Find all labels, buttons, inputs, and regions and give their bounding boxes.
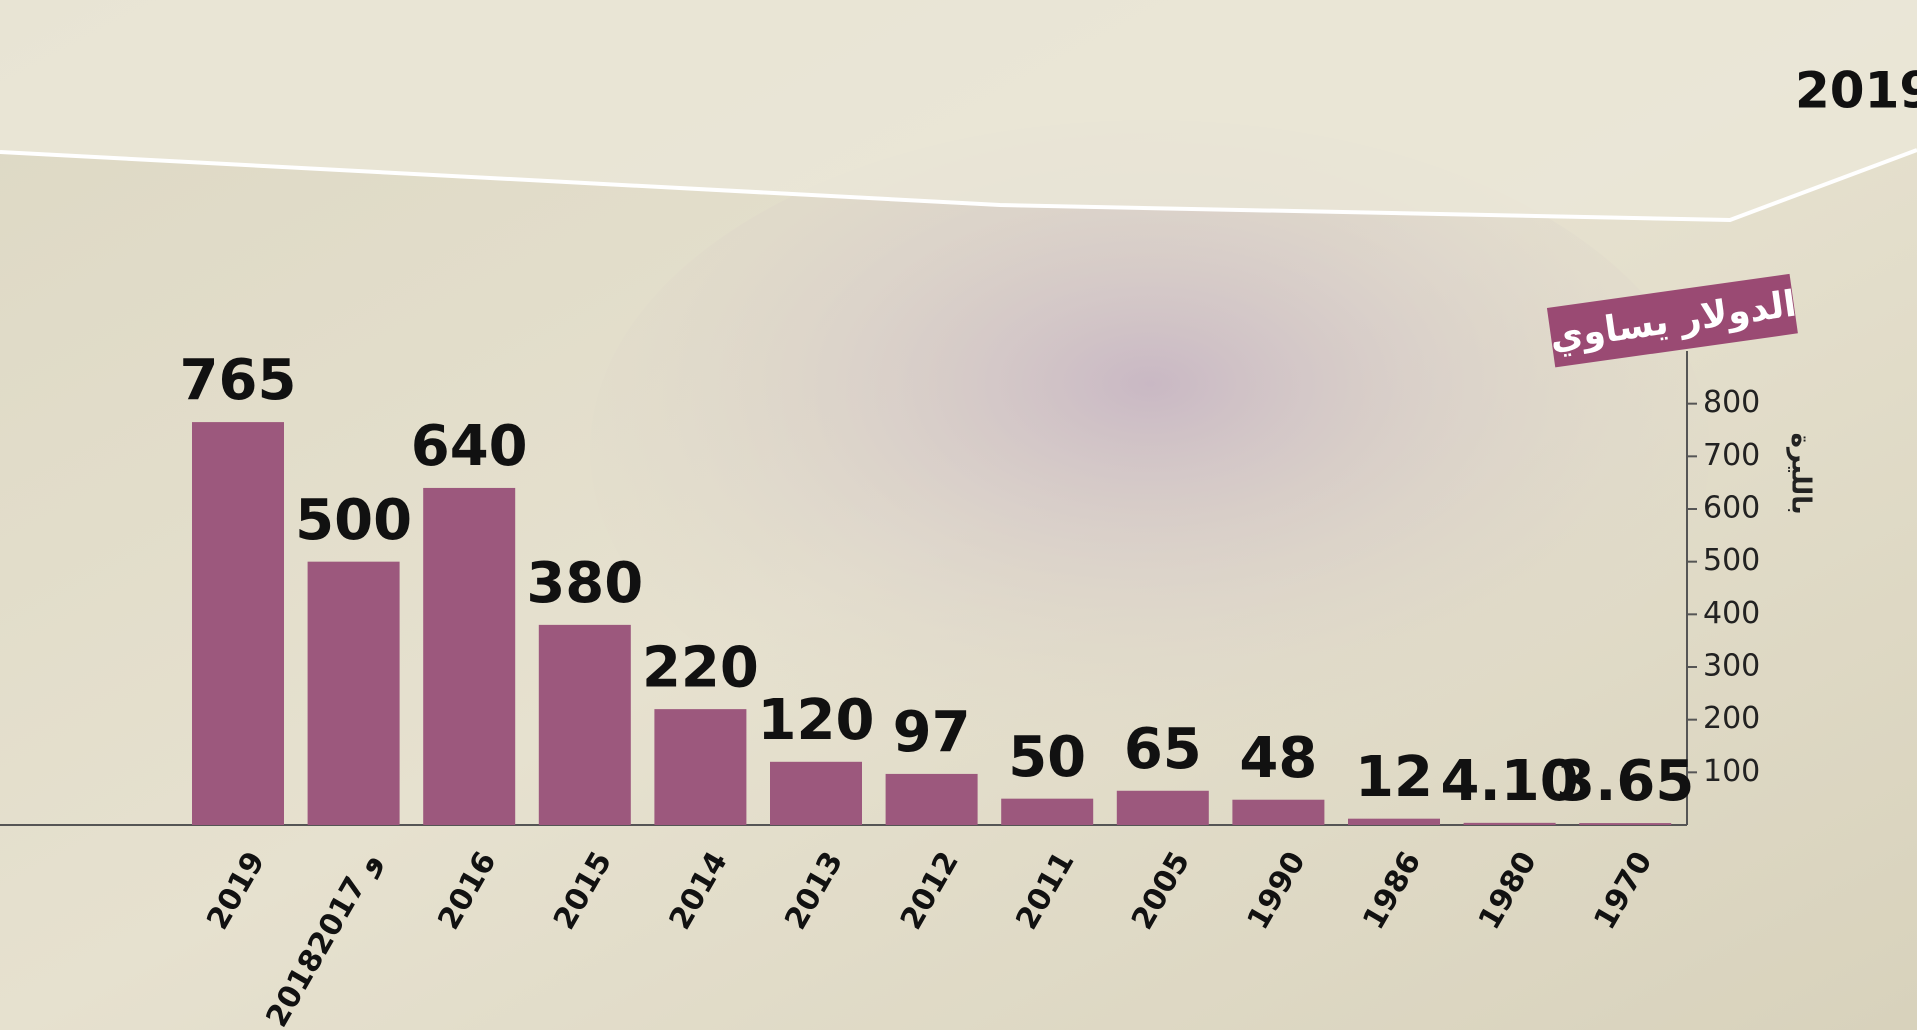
- bar: [192, 422, 284, 825]
- value-label: 97: [893, 700, 971, 765]
- value-label: 220: [642, 635, 759, 700]
- value-label: 12: [1355, 745, 1433, 810]
- value-label: 640: [411, 414, 528, 479]
- y-tick-label: 200: [1703, 701, 1760, 736]
- bar: [1463, 822, 1556, 825]
- value-label: 48: [1239, 726, 1317, 791]
- bar: [885, 773, 978, 825]
- value-label: 3.65: [1556, 749, 1694, 814]
- value-label: 120: [758, 688, 875, 753]
- title-banner: [0, 0, 1917, 220]
- value-label: 765: [180, 348, 297, 413]
- y-tick-label: 400: [1703, 596, 1760, 631]
- y-tick-label: 700: [1703, 438, 1760, 473]
- bar: [423, 487, 516, 825]
- value-label: 380: [526, 551, 643, 616]
- badge-box: [1546, 273, 1798, 368]
- bar: [1579, 823, 1672, 825]
- y-tick-label: 100: [1703, 754, 1760, 789]
- bar: [770, 761, 862, 825]
- value-label: 4.10: [1441, 749, 1579, 814]
- bar: [1116, 790, 1209, 825]
- bar: [654, 709, 747, 825]
- value-label: 500: [295, 488, 412, 553]
- bar: [1001, 798, 1094, 825]
- value-label: 65: [1124, 717, 1202, 782]
- y-tick-label: 500: [1703, 543, 1760, 578]
- chart-title: تعرف إلى سعر الليرة السورية منذ 1970 حتى…: [1795, 62, 1917, 121]
- value-label: 50: [1008, 725, 1086, 790]
- bar: [1232, 799, 1325, 825]
- y-tick-label: 300: [1703, 649, 1760, 684]
- bar: [1348, 818, 1440, 825]
- y-tick-label: 600: [1703, 491, 1760, 526]
- y-axis-label: بالليرة: [1786, 433, 1816, 515]
- y-tick-label: 800: [1703, 385, 1760, 420]
- bar: [307, 561, 400, 825]
- bar: [538, 624, 631, 825]
- background-notes: [590, 120, 1710, 780]
- divider-line: [0, 148, 1917, 223]
